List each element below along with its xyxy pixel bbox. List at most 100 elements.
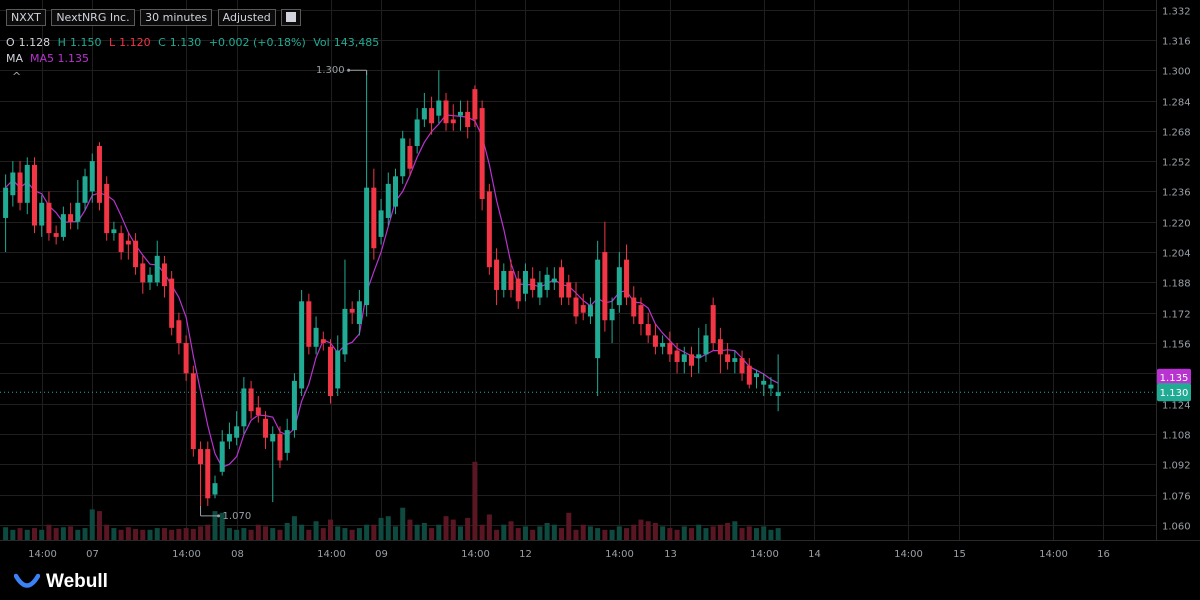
candle-body <box>133 240 139 268</box>
open-label: O <box>6 36 15 49</box>
ma-legend: MA MA5 1.135 <box>6 52 89 65</box>
candle-body <box>190 373 196 450</box>
time-tick-label: 15 <box>953 549 966 560</box>
price-tick-label: 1.220 <box>1162 219 1191 230</box>
volume-bar <box>378 517 384 540</box>
volume-bar <box>631 524 637 540</box>
candle-body <box>530 278 536 290</box>
volume-bar <box>263 526 269 540</box>
candle <box>443 92 449 131</box>
volume-bar <box>746 526 752 540</box>
candle-body <box>284 430 290 453</box>
candle <box>573 282 579 325</box>
candle-body <box>234 426 240 438</box>
volume-bar <box>226 528 232 540</box>
candle-body <box>371 187 377 249</box>
webull-mark-icon <box>14 573 40 588</box>
symbol-label[interactable]: NXXT <box>6 9 46 26</box>
candle <box>212 475 218 499</box>
volume-bar <box>761 526 767 540</box>
volume-bar <box>392 526 398 540</box>
candle <box>421 92 427 128</box>
volume-bar <box>161 528 167 540</box>
price-tick-label: 1.204 <box>1162 249 1191 260</box>
candle <box>133 233 139 275</box>
candle <box>674 342 680 374</box>
time-tick-label: 14:00 <box>1039 549 1068 560</box>
candle <box>219 430 225 476</box>
time-tick-label: 14:00 <box>605 549 634 560</box>
volume-bar <box>154 528 160 540</box>
candle <box>739 350 745 381</box>
chevron-up-icon[interactable]: ^ <box>12 70 22 83</box>
price-tick-label: 1.188 <box>1162 279 1191 290</box>
volume-bar <box>573 529 579 540</box>
candle <box>320 331 326 351</box>
candle <box>472 85 478 128</box>
volume-bar <box>299 524 305 540</box>
candle <box>39 195 45 237</box>
candle <box>725 342 731 370</box>
volume-bar <box>277 529 283 540</box>
settings-button[interactable] <box>281 9 302 26</box>
volume-bar <box>140 529 146 540</box>
volume-bar <box>732 521 738 540</box>
volume-bar <box>479 524 485 540</box>
candle <box>631 286 637 325</box>
time-tick-label: 13 <box>664 549 677 560</box>
candle <box>60 206 66 241</box>
candle-body <box>299 301 305 389</box>
candle <box>299 289 305 397</box>
candle <box>768 377 774 397</box>
candle <box>392 168 398 215</box>
candle <box>494 248 500 306</box>
volume-bar <box>349 529 355 540</box>
volume-bar <box>465 517 471 540</box>
candle-body <box>392 176 398 207</box>
volume-bar <box>133 528 139 540</box>
candle-body <box>154 255 160 283</box>
candle-body <box>645 324 651 336</box>
adjustment-selector[interactable]: Adjusted <box>217 9 276 26</box>
candle-body <box>696 354 702 359</box>
candle-body <box>111 229 117 234</box>
candle <box>667 331 673 362</box>
high-low-annotations: 1.300 1.070 <box>200 65 368 522</box>
candle <box>24 157 30 215</box>
candle <box>717 327 723 374</box>
ohlc-legend: O 1.128 H 1.150 L 1.120 C 1.130 +0.002 (+0.1… <box>6 36 383 49</box>
candle-body <box>320 339 326 343</box>
volume-bar <box>60 527 66 540</box>
candle <box>183 335 189 381</box>
candle-body <box>710 305 716 343</box>
candle-body <box>616 267 622 306</box>
candle <box>530 267 536 298</box>
candle-body <box>566 282 572 298</box>
candle <box>544 267 550 298</box>
candle-body <box>667 342 673 355</box>
candle <box>761 373 767 397</box>
candle <box>710 297 716 351</box>
candle-body <box>624 259 630 298</box>
candle <box>378 199 384 245</box>
high-label: H <box>57 36 66 49</box>
candle <box>465 100 471 139</box>
low-label: L <box>108 36 116 49</box>
candle-body <box>725 354 731 362</box>
candle <box>169 271 175 336</box>
volume-bar <box>125 527 131 540</box>
candle <box>10 161 16 207</box>
candle-body <box>248 388 254 412</box>
candle <box>198 441 204 506</box>
candle <box>277 426 283 469</box>
candle <box>645 312 651 343</box>
candle <box>263 411 269 450</box>
candle <box>111 221 117 241</box>
candle <box>205 441 211 506</box>
interval-selector[interactable]: 30 minutes <box>140 9 213 26</box>
candle <box>3 174 9 253</box>
low-value: 1.120 <box>119 36 151 49</box>
volume-bar <box>624 528 630 540</box>
candle <box>147 267 153 290</box>
candle <box>226 422 232 450</box>
